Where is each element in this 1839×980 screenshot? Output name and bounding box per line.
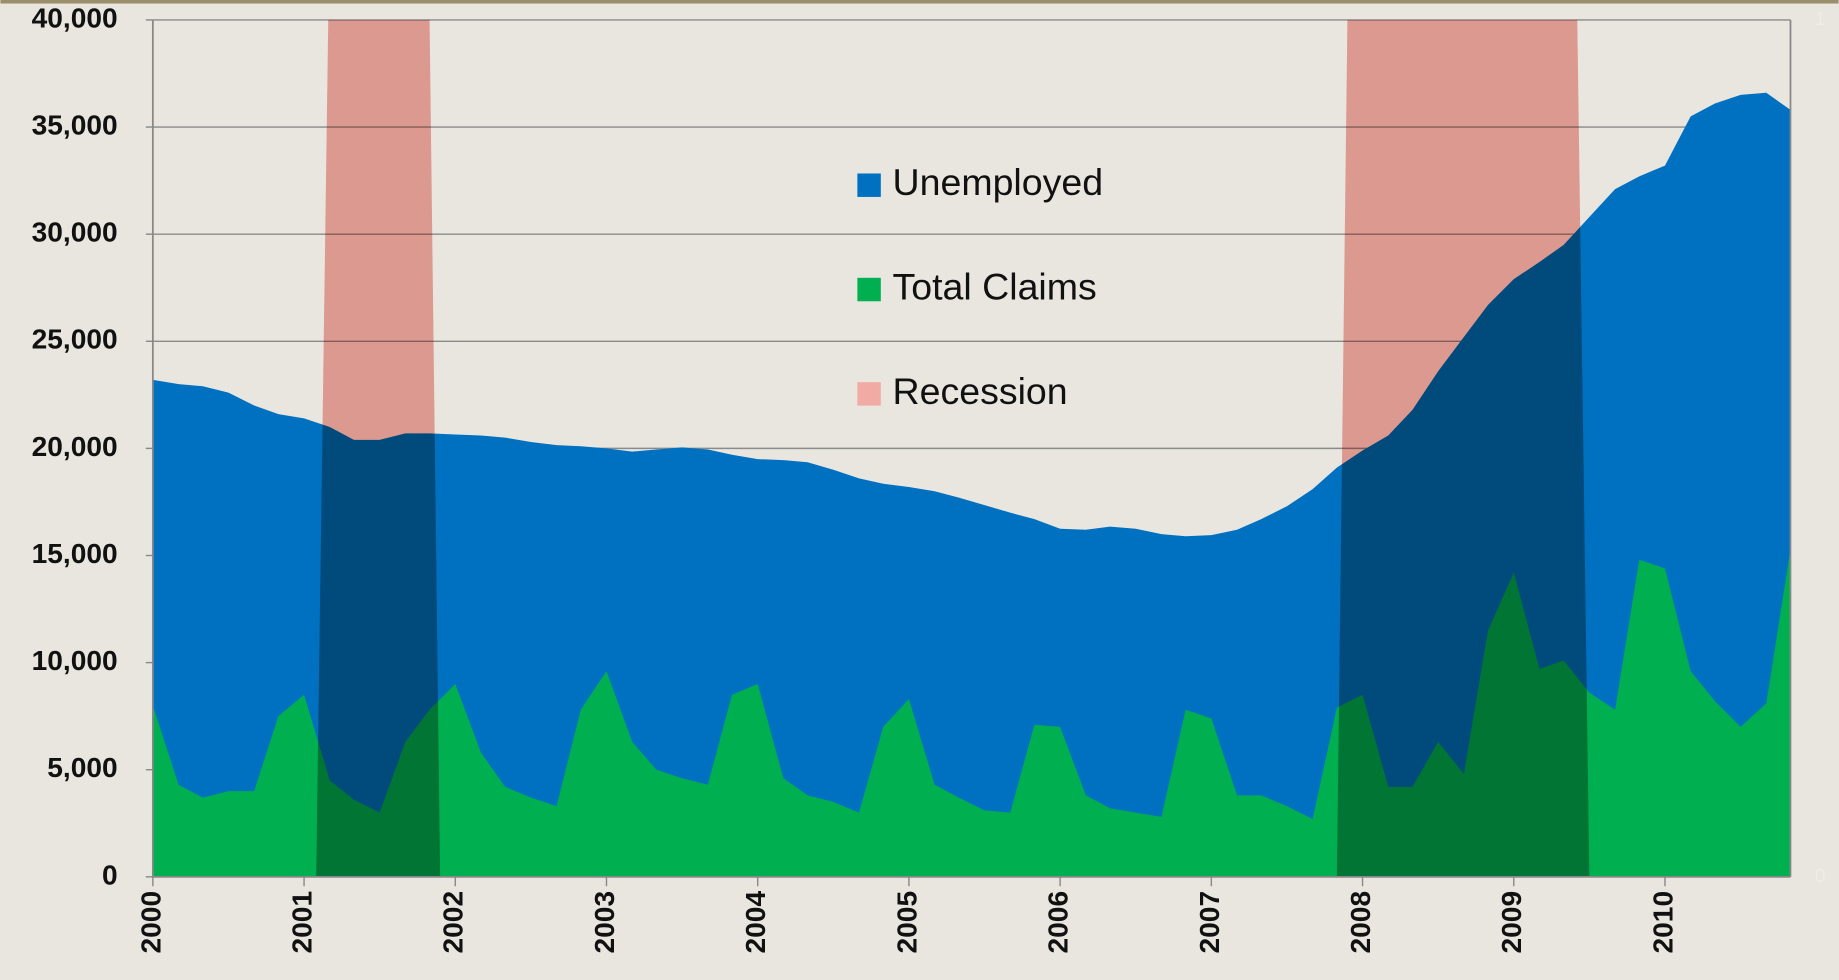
x-tick-label: 2002 — [438, 891, 469, 954]
x-tick-label: 2009 — [1496, 891, 1527, 954]
y-tick-label: 35,000 — [32, 109, 118, 140]
x-tick-label: 2007 — [1194, 891, 1225, 954]
y-tick-label: 25,000 — [32, 324, 118, 355]
x-tick-label: 2000 — [135, 891, 166, 954]
y-tick-label: 10,000 — [32, 645, 118, 676]
x-tick-label: 2005 — [891, 891, 922, 954]
legend-swatch — [857, 382, 881, 406]
x-tick-label: 2001 — [286, 891, 317, 954]
y-tick-label: 30,000 — [32, 217, 118, 248]
legend-swatch — [857, 173, 881, 197]
x-tick-label: 2003 — [589, 891, 620, 954]
plot-area — [152, 19, 1791, 877]
legend-label: Recession — [893, 370, 1068, 412]
x-tick-label: 2008 — [1345, 891, 1376, 954]
y-tick-label: 5,000 — [47, 752, 117, 783]
legend: Unemployed Total Claims Recession — [857, 161, 1103, 412]
legend-label: Total Claims — [893, 265, 1097, 307]
legend-label: Unemployed — [893, 161, 1104, 203]
y2-tick-label: 1 — [1815, 8, 1825, 29]
x-tick-label: 2004 — [740, 891, 771, 954]
y-tick-label: 0 — [102, 859, 118, 890]
area-recession — [316, 19, 1590, 877]
legend-swatch — [857, 277, 881, 302]
y-tick-label: 40,000 — [32, 2, 118, 33]
x-tick-label: 2010 — [1647, 891, 1678, 954]
y2-tick-label: 0 — [1815, 865, 1825, 886]
y-tick-label: 20,000 — [32, 431, 118, 462]
axes: 0 5,000 10,000 15,000 20,000 25,000 30,000 35,0… — [32, 2, 1826, 953]
top-border — [0, 0, 1839, 4]
y-tick-label: 15,000 — [32, 538, 118, 569]
x-tick-label: 2006 — [1043, 891, 1074, 954]
